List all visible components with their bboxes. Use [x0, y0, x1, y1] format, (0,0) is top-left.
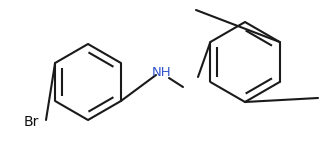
Text: Br: Br — [24, 115, 39, 129]
Text: NH: NH — [152, 66, 172, 79]
